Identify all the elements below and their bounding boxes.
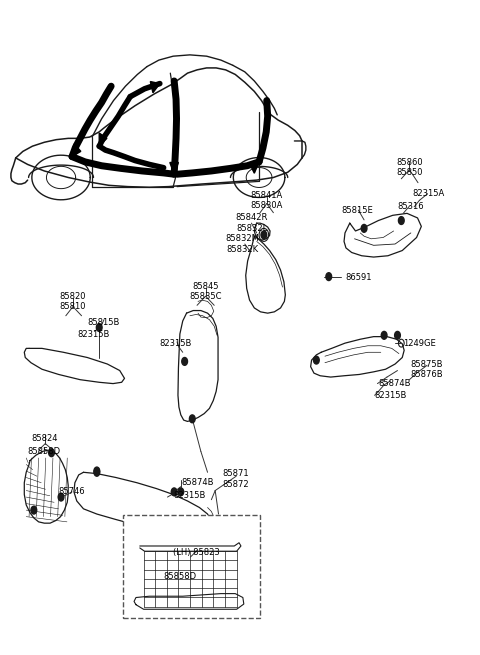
Circle shape [190,415,195,422]
Text: 85815E: 85815E [341,206,373,215]
Text: 82315B: 82315B [159,339,192,348]
Text: 85874B: 85874B [182,478,214,487]
Text: 85871
85872: 85871 85872 [223,469,250,489]
Text: 85815B: 85815B [88,318,120,328]
Text: 85845
85835C: 85845 85835C [190,282,222,301]
Text: 85832M
85832K: 85832M 85832K [226,234,259,253]
Circle shape [381,331,387,339]
Circle shape [182,358,188,365]
Circle shape [94,467,100,475]
Text: 82315A: 82315A [412,189,444,198]
Circle shape [361,225,367,233]
Text: 1249GE: 1249GE [403,339,436,348]
Text: 85316: 85316 [397,202,424,211]
Polygon shape [99,133,107,146]
Circle shape [313,356,319,364]
Text: 86591: 86591 [345,272,372,282]
Text: 85875B
85876B: 85875B 85876B [411,360,444,379]
Circle shape [395,331,400,339]
Polygon shape [150,82,160,93]
Text: (LH) 85823: (LH) 85823 [173,548,219,557]
Text: 85874B: 85874B [378,379,411,388]
Circle shape [398,217,404,225]
Text: 85824: 85824 [31,434,58,443]
Circle shape [326,272,332,280]
Circle shape [261,231,267,239]
Circle shape [58,493,64,501]
Text: 82315B: 82315B [173,491,205,500]
Text: 85860
85850: 85860 85850 [396,158,423,178]
Circle shape [171,488,177,496]
Polygon shape [72,144,81,157]
Circle shape [48,449,54,457]
Text: 82315B: 82315B [77,329,110,339]
Circle shape [31,506,36,514]
Text: 85858D: 85858D [164,572,197,581]
Circle shape [178,488,184,496]
Circle shape [94,468,100,476]
Text: 85820
85810: 85820 85810 [60,291,86,311]
Polygon shape [250,162,259,173]
Polygon shape [170,162,179,174]
Text: 85858D: 85858D [28,447,61,456]
Text: 85842R
85832L: 85842R 85832L [236,214,268,233]
Text: 85746: 85746 [59,487,85,496]
Circle shape [96,324,102,331]
Text: 85841A
85830A: 85841A 85830A [250,191,282,210]
FancyBboxPatch shape [123,515,260,618]
Text: 82315B: 82315B [374,391,407,400]
